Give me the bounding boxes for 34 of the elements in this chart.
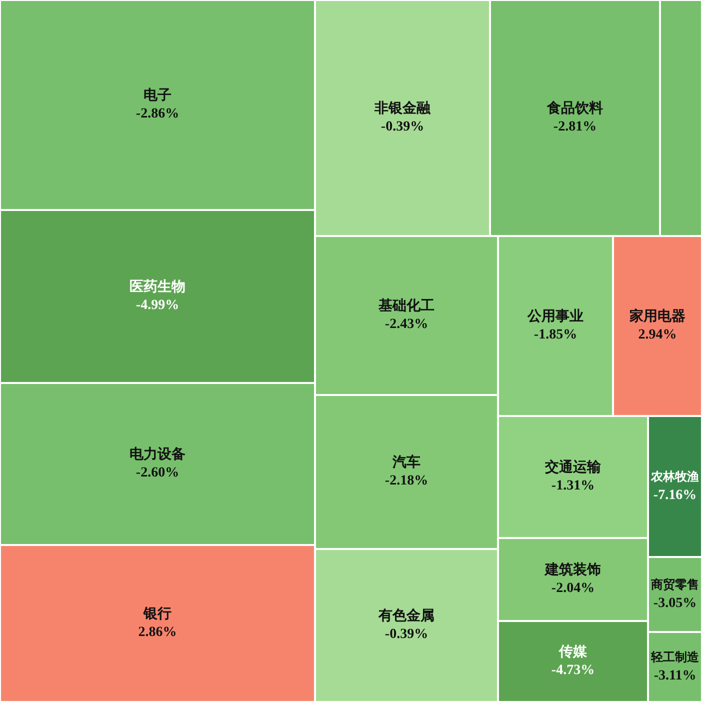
category-label: 电力设备 <box>130 446 186 463</box>
category-label: 交通运输 <box>544 458 602 476</box>
data-label: -4.99% <box>136 298 180 314</box>
data-label: -0.39% <box>384 627 428 642</box>
data-label: -2.86% <box>136 106 180 122</box>
data-label: -1.31% <box>551 478 595 494</box>
category-label: 农林牧渔 <box>650 470 699 484</box>
data-label: -2.04% <box>551 581 595 596</box>
data-label: -1.85% <box>534 328 578 343</box>
data-label: -7.16% <box>653 488 697 504</box>
data-label: -2.18% <box>384 474 428 489</box>
category-label: 商贸零售 <box>650 578 699 592</box>
category-label: 建筑装饰 <box>544 562 601 578</box>
category-label: 轻工制造 <box>650 650 700 664</box>
category-label: 家用电器 <box>628 308 686 325</box>
category-label: 电子 <box>144 88 172 104</box>
data-label: -0.39% <box>380 120 424 135</box>
data-label: 2.94% <box>638 328 677 343</box>
category-label: 汽车 <box>392 454 420 471</box>
data-label: -4.73% <box>551 663 595 678</box>
category-label: 基础化工 <box>378 298 434 314</box>
data-label: -3.05% <box>653 596 697 612</box>
data-label: -3.11% <box>654 668 696 684</box>
category-label: 传媒 <box>558 644 588 660</box>
category-label: 有色金属 <box>378 608 434 624</box>
category-label: 银行 <box>142 606 172 622</box>
category-label: 公用事业 <box>526 308 584 325</box>
data-label: 2.86% <box>138 625 177 640</box>
data-label: -2.81% <box>553 120 597 135</box>
data-label: -2.60% <box>136 466 180 481</box>
category-label: 食品饮料 <box>546 100 603 117</box>
category-label: 非银金融 <box>374 100 432 117</box>
category-label: 医药生物 <box>130 279 186 296</box>
data-label: -2.43% <box>384 317 428 332</box>
